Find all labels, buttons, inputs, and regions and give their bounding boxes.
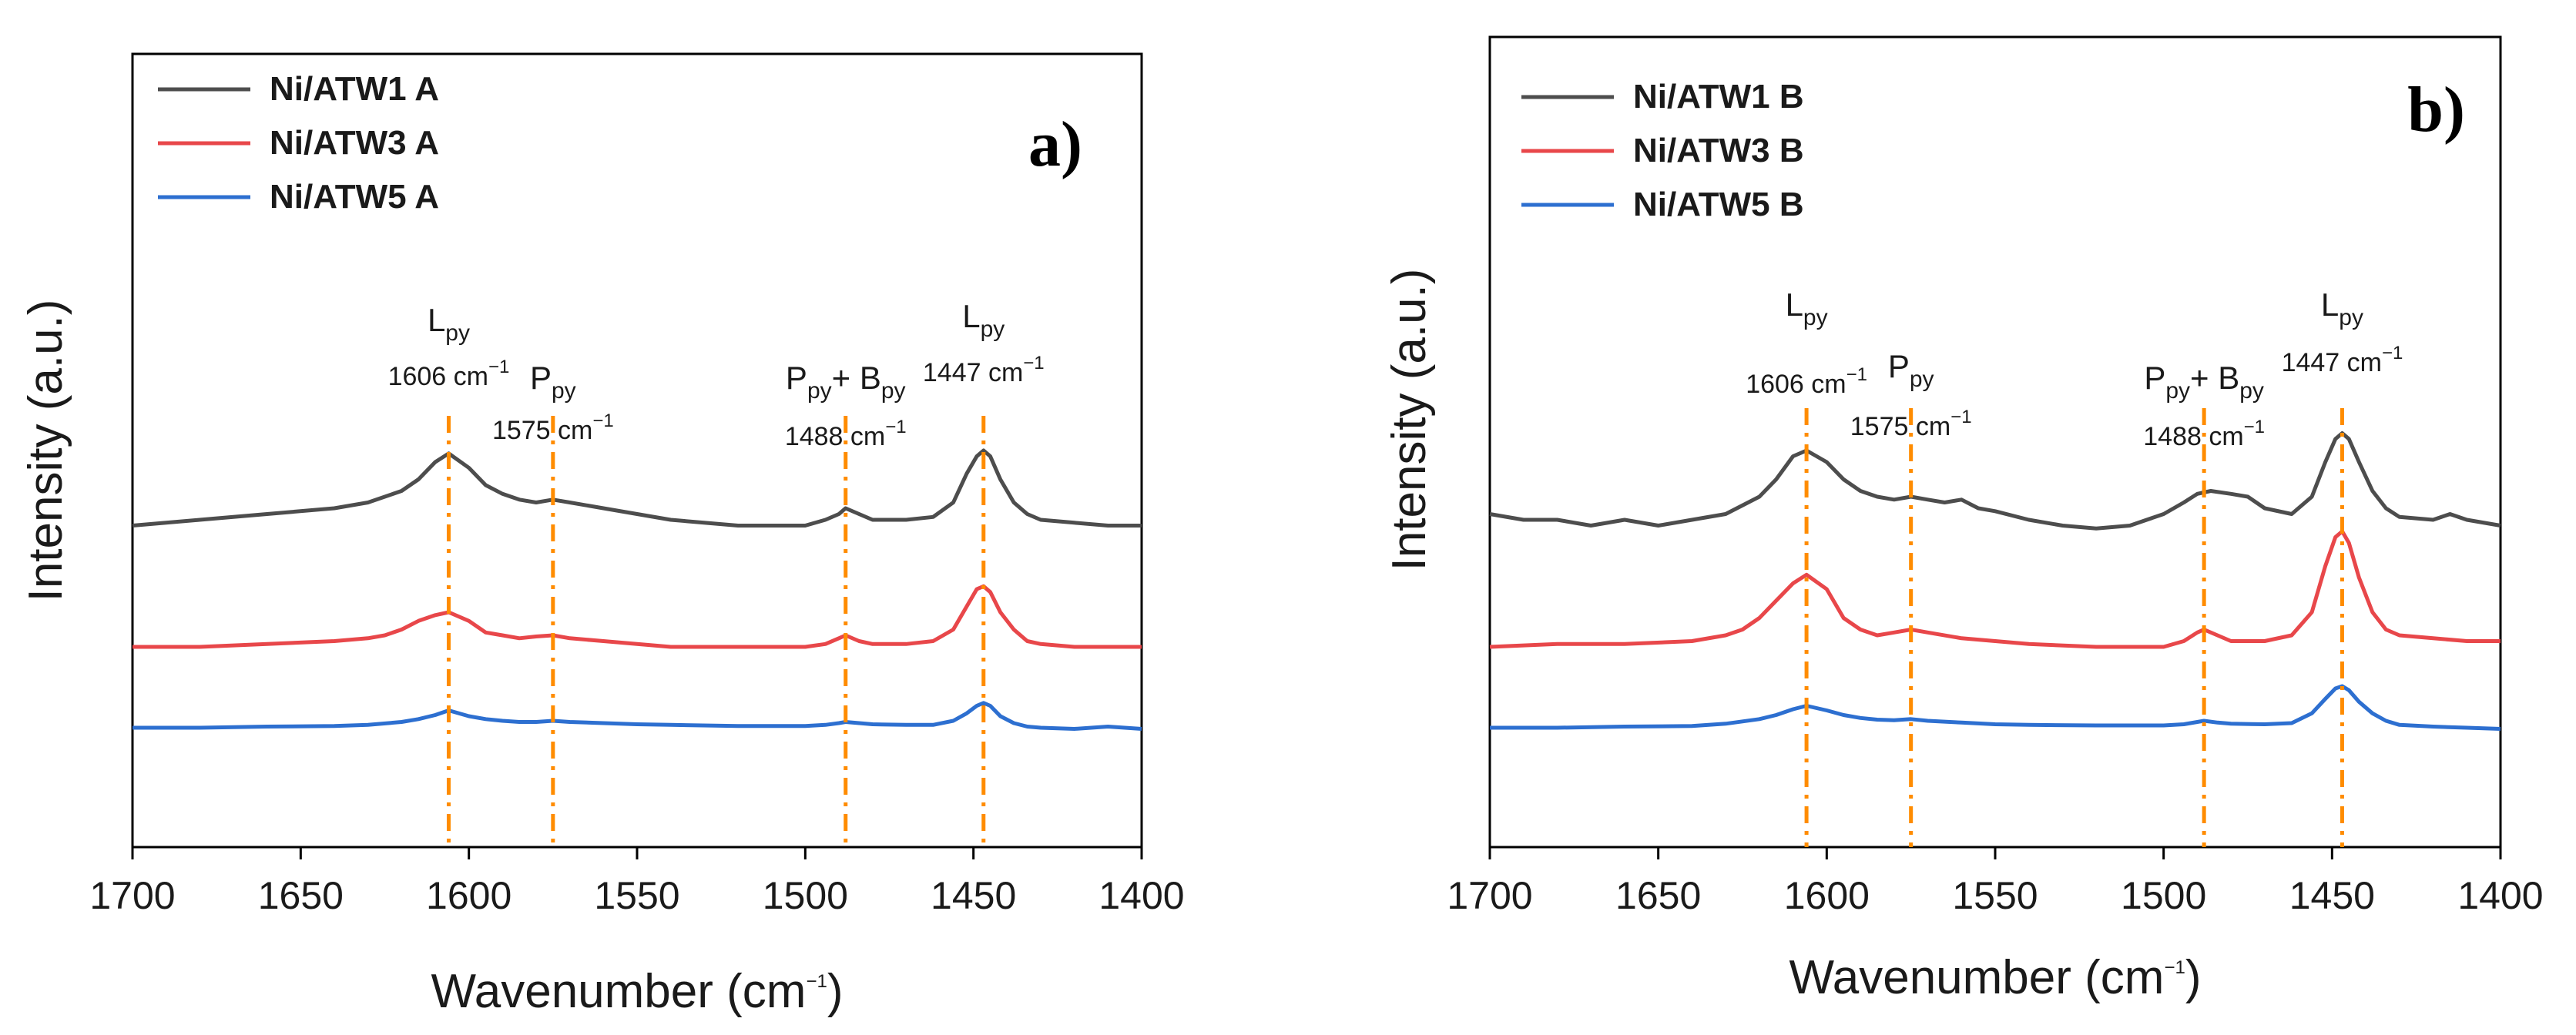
x-axis-title-main: Wavenumber (cm — [1789, 951, 2165, 1004]
x-tick-label: 1650 — [258, 874, 344, 917]
series-line-3 — [1490, 684, 2501, 731]
series-line-2 — [1489, 529, 2501, 649]
panel-label: a) — [1028, 109, 1082, 180]
x-axis-title-sup: −1 — [2164, 957, 2185, 978]
x-tick-label: 1450 — [931, 874, 1016, 917]
series-line-1 — [1489, 431, 2501, 531]
peak-label-wavenumber: 1606 cm−1 — [1746, 364, 1867, 399]
legend-label: Ni/ATW1 B — [1633, 78, 1804, 116]
x-axis-ticks: 1700 1650 1600 1550 1500 1450 1400 — [89, 847, 1185, 917]
x-tick-label: 1400 — [2457, 874, 2543, 917]
x-axis-title: Wavenumber (cm−1) — [1789, 951, 2202, 1004]
chart-panel-b: Lpy 1606 cm−1 Ppy 1575 cm−1 Ppy+ Bpy 1488 cm−… — [1383, 35, 2544, 1004]
x-tick-label: 1450 — [2289, 874, 2375, 917]
x-tick-label: 1600 — [1784, 874, 1870, 917]
legend-label: Ni/ATW5 A — [270, 178, 439, 216]
x-axis-title-sup: −1 — [806, 971, 827, 992]
series-layer — [1489, 431, 2501, 731]
legend-label: Ni/ATW3 B — [1633, 132, 1804, 169]
peak-label-name: Lpy — [962, 298, 1005, 342]
guides-layer — [1804, 408, 2344, 847]
x-tick-label: 1550 — [1952, 874, 2038, 917]
peak-label-name: Ppy — [1888, 348, 1934, 392]
legend-label: Ni/ATW3 A — [270, 124, 439, 162]
peak-label-wavenumber: 1488 cm−1 — [2143, 417, 2265, 451]
peak-label-name: Ppy+ Bpy — [2144, 360, 2264, 404]
x-tick-label: 1400 — [1098, 874, 1184, 917]
series-line-2 — [132, 584, 1142, 649]
x-axis-ticks: 1700 1650 1600 1550 1500 1450 1400 — [1447, 847, 2544, 917]
peak-label-wavenumber: 1488 cm−1 — [785, 417, 907, 451]
y-axis-title: Intensity (a.u.) — [1383, 269, 1436, 571]
peak-label-name: Ppy+ Bpy — [786, 360, 906, 404]
legend: Ni/ATW1 A Ni/ATW3 A Ni/ATW5 A — [158, 70, 439, 216]
peak-label-wavenumber: 1606 cm−1 — [388, 357, 510, 391]
x-tick-label: 1700 — [1447, 874, 1532, 917]
peak-label-wavenumber: 1575 cm−1 — [1850, 407, 1972, 441]
peak-label-wavenumber: 1575 cm−1 — [492, 410, 614, 445]
series-line-3 — [132, 701, 1142, 731]
peak-label-name: Lpy — [1786, 286, 1828, 330]
chart-panel-a: Lpy 1606 cm−1 Ppy 1575 cm−1 Ppy+ Bpy 1488 cm−… — [19, 52, 1185, 1018]
legend: Ni/ATW1 B Ni/ATW3 B Ni/ATW5 B — [1521, 78, 1804, 223]
peak-label-name: Lpy — [428, 302, 470, 346]
peak-label-wavenumber: 1447 cm−1 — [2282, 343, 2403, 377]
x-axis-title-end: ) — [827, 965, 844, 1018]
annotations-layer: Lpy 1606 cm−1 Ppy 1575 cm−1 Ppy+ Bpy 1488 cm−… — [388, 298, 1045, 451]
peak-label-wavenumber: 1447 cm−1 — [923, 353, 1045, 387]
x-axis-title-end: ) — [2185, 951, 2202, 1004]
x-tick-label: 1600 — [426, 874, 512, 917]
guides-layer — [446, 416, 986, 847]
peak-label-name: Ppy — [530, 360, 576, 404]
x-tick-label: 1550 — [594, 874, 679, 917]
x-tick-label: 1500 — [2121, 874, 2206, 917]
legend-label: Ni/ATW1 A — [270, 70, 439, 108]
legend-label: Ni/ATW5 B — [1633, 186, 1804, 223]
x-tick-label: 1650 — [1615, 874, 1701, 917]
peak-label-name: Lpy — [2321, 286, 2363, 330]
x-axis-title: Wavenumber (cm−1) — [431, 965, 844, 1018]
annotations-layer: Lpy 1606 cm−1 Ppy 1575 cm−1 Ppy+ Bpy 1488 cm−… — [1746, 286, 2403, 451]
panel-label: b) — [2407, 74, 2465, 146]
series-line-1 — [132, 448, 1142, 528]
series-layer — [132, 448, 1142, 731]
y-axis-title: Intensity (a.u.) — [19, 300, 72, 602]
x-tick-label: 1500 — [763, 874, 848, 917]
x-tick-label: 1700 — [89, 874, 175, 917]
x-axis-title-main: Wavenumber (cm — [431, 965, 807, 1018]
